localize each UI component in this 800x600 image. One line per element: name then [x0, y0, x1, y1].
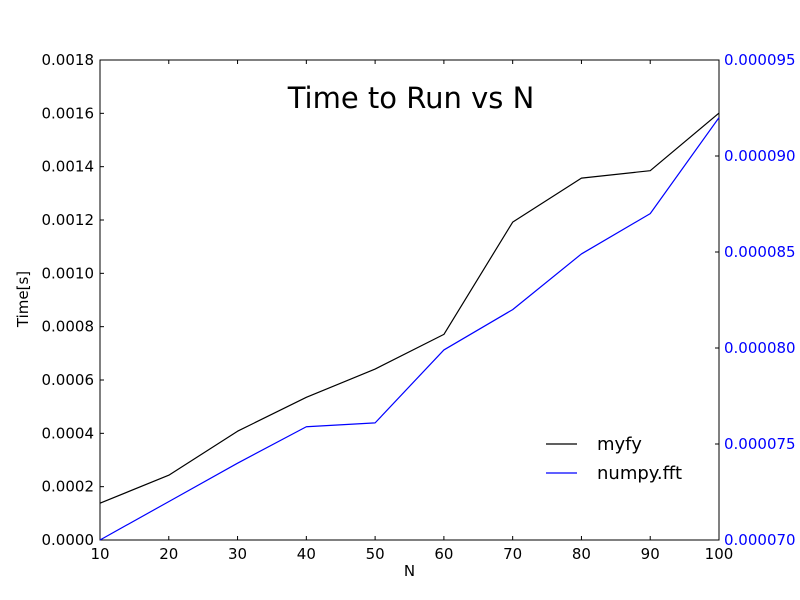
series-lines [99, 112, 720, 541]
right-y-tick-label: 0.000095 [724, 51, 796, 69]
left-y-tick-label: 0.0018 [42, 51, 95, 69]
x-tick-label: 100 [705, 545, 734, 563]
x-tick-label: 50 [366, 545, 385, 563]
left-y-tick-label: 0.0006 [42, 371, 95, 389]
legend: myfy numpy.fft [546, 434, 682, 484]
y-axis-label: Time[s] [14, 271, 32, 328]
plot-area [99, 59, 720, 541]
x-tick-label: 80 [572, 545, 591, 563]
left-y-tick-label: 0.0002 [42, 478, 95, 496]
x-axis-ticks: 10 20 30 40 50 60 70 80 90 100 [90, 60, 733, 563]
left-y-tick-label: 0.0000 [42, 531, 95, 549]
legend-label: numpy.fft [597, 463, 682, 484]
chart-title: Time to Run vs N [287, 81, 535, 115]
right-y-tick-label: 0.000085 [724, 243, 796, 261]
left-y-tick-label: 0.0008 [42, 318, 95, 336]
x-tick-label: 60 [434, 545, 453, 563]
right-y-tick-label: 0.000090 [724, 147, 796, 165]
left-y-tick-label: 0.0010 [42, 264, 95, 282]
left-y-tick-label: 0.0014 [42, 158, 95, 176]
x-tick-label: 20 [159, 545, 178, 563]
x-tick-label: 30 [228, 545, 247, 563]
plot-frame [99, 59, 720, 541]
right-y-tick-label: 0.000070 [724, 531, 796, 549]
series-line-numpy-fft [99, 117, 720, 541]
left-y-axis-ticks: 0.0000 0.0002 0.0004 0.0006 0.0008 0.0010 0.00… [42, 51, 104, 549]
x-tick-label: 40 [297, 545, 316, 563]
legend-label: myfy [597, 434, 642, 455]
left-y-tick-label: 0.0012 [42, 211, 95, 229]
x-axis-label: N [404, 562, 415, 580]
right-y-tick-label: 0.000075 [724, 435, 796, 453]
series-line-myfy [99, 112, 720, 504]
left-y-tick-label: 0.0016 [42, 104, 95, 122]
right-y-tick-label: 0.000080 [724, 339, 796, 357]
x-tick-label: 10 [90, 545, 109, 563]
x-tick-label: 90 [641, 545, 660, 563]
left-y-tick-label: 0.0004 [42, 424, 95, 442]
x-tick-label: 70 [503, 545, 522, 563]
right-y-axis-ticks: 0.000070 0.000075 0.000080 0.000085 0.000090… [715, 51, 796, 549]
